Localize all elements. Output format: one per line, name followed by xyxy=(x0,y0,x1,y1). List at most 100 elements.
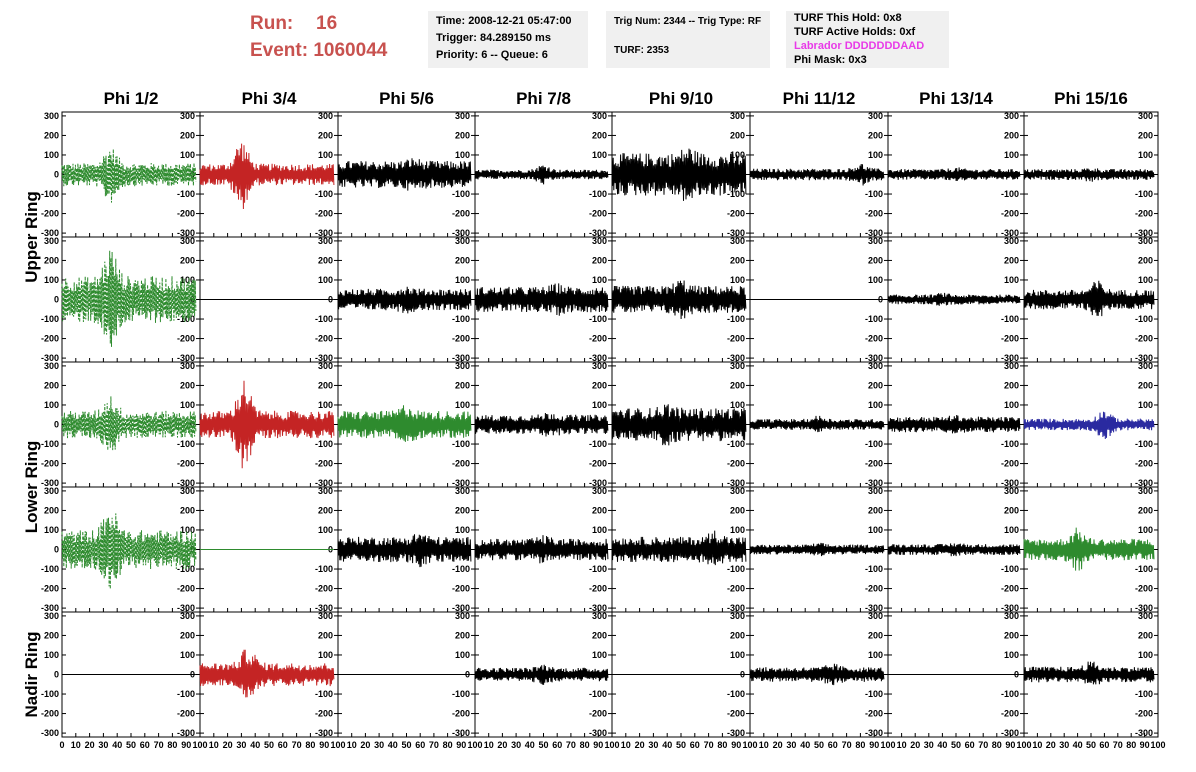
y-tick-label: 100 xyxy=(868,650,883,660)
y-tick-label: -200 xyxy=(315,209,333,219)
y-tick-label: 100 xyxy=(318,650,333,660)
time-text: Time: 2008-12-21 05:47:00 xyxy=(436,15,572,27)
y-tick-label: -200 xyxy=(41,459,59,469)
y-tick-label: 0 xyxy=(190,420,195,430)
y-tick-label: 300 xyxy=(180,236,195,246)
y-tick-label: 200 xyxy=(455,130,470,140)
x-tick-label: 40 xyxy=(1073,740,1083,750)
x-tick-label: 40 xyxy=(937,740,947,750)
x-tick-label: 90 xyxy=(181,740,191,750)
x-tick-label: 50 xyxy=(264,740,274,750)
x-tick-label: 80 xyxy=(1126,740,1136,750)
y-tick-label: -200 xyxy=(177,459,195,469)
y-tick-label: -200 xyxy=(1135,709,1153,719)
y-tick-label: 100 xyxy=(592,400,607,410)
trigger-text: Trigger: 84.289150 ms xyxy=(436,32,551,44)
x-tick-label: 30 xyxy=(374,740,384,750)
y-tick-label: 300 xyxy=(180,111,195,121)
x-tick-label: 50 xyxy=(538,740,548,750)
x-tick-label: 70 xyxy=(566,740,576,750)
y-tick-label: -200 xyxy=(315,584,333,594)
waveform-line xyxy=(474,664,609,685)
y-tick-label: 200 xyxy=(1138,630,1153,640)
y-tick-label: -200 xyxy=(177,709,195,719)
y-tick-label: 300 xyxy=(730,611,745,621)
waveform-line xyxy=(611,148,747,201)
x-tick-label: 100 xyxy=(604,740,619,750)
x-tick-label: 10 xyxy=(209,740,219,750)
x-tick-label: 40 xyxy=(525,740,535,750)
y-tick-label: 300 xyxy=(730,486,745,496)
y-tick-label: -200 xyxy=(865,459,883,469)
y-tick-label: 100 xyxy=(455,400,470,410)
y-tick-label: -100 xyxy=(452,564,470,574)
y-tick-label: 100 xyxy=(455,150,470,160)
y-tick-label: -200 xyxy=(727,584,745,594)
y-tick-label: 200 xyxy=(44,130,59,140)
y-tick-label: -200 xyxy=(41,709,59,719)
column-title: Phi 13/14 xyxy=(919,89,993,108)
x-tick-label: 10 xyxy=(621,740,631,750)
x-tick-label: 70 xyxy=(842,740,852,750)
y-tick-label: -200 xyxy=(41,209,59,219)
y-tick-label: -100 xyxy=(41,564,59,574)
y-tick-label: 300 xyxy=(455,236,470,246)
waveform-line xyxy=(1023,661,1155,685)
y-tick-label: -100 xyxy=(1135,314,1153,324)
y-tick-label: -200 xyxy=(589,209,607,219)
y-tick-label: 300 xyxy=(455,361,470,371)
y-tick-label: -200 xyxy=(727,334,745,344)
y-tick-label: -200 xyxy=(865,709,883,719)
y-tick-label: 200 xyxy=(1138,255,1153,265)
run-label: Run: xyxy=(250,13,294,34)
y-tick-label: 300 xyxy=(180,361,195,371)
y-tick-label: 300 xyxy=(1138,236,1153,246)
x-tick-label: 20 xyxy=(635,740,645,750)
y-tick-label: 300 xyxy=(592,486,607,496)
x-tick-label: 30 xyxy=(511,740,521,750)
y-tick-label: -200 xyxy=(1001,209,1019,219)
x-tick-label: 70 xyxy=(978,740,988,750)
y-tick-label: 100 xyxy=(1004,150,1019,160)
y-tick-label: -100 xyxy=(865,439,883,449)
y-tick-label: 100 xyxy=(868,150,883,160)
y-tick-label: -100 xyxy=(727,689,745,699)
row-title: Upper Ring xyxy=(22,191,41,283)
y-tick-label: 100 xyxy=(44,400,59,410)
x-tick-label: 20 xyxy=(85,740,95,750)
y-tick-label: 200 xyxy=(318,630,333,640)
x-tick-label: 80 xyxy=(305,740,315,750)
waveform-line xyxy=(611,530,747,566)
x-tick-label: 30 xyxy=(98,740,108,750)
y-tick-label: 300 xyxy=(868,611,883,621)
y-tick-label: 0 xyxy=(54,420,59,430)
time-info-box: Time: 2008-12-21 05:47:00 Trigger: 84.28… xyxy=(428,11,588,68)
waveform-line xyxy=(474,412,609,437)
y-tick-label: -200 xyxy=(452,709,470,719)
y-tick-label: 200 xyxy=(318,380,333,390)
y-tick-label: 100 xyxy=(44,650,59,660)
x-tick-label: 0 xyxy=(59,740,64,750)
x-tick-label: 80 xyxy=(580,740,590,750)
y-tick-label: 300 xyxy=(44,111,59,121)
turf-this-hold: TURF This Hold: 0x8 xyxy=(794,12,902,24)
y-tick-label: -100 xyxy=(865,189,883,199)
y-tick-label: -100 xyxy=(1135,564,1153,574)
y-tick-label: 200 xyxy=(180,255,195,265)
y-tick-label: 100 xyxy=(730,400,745,410)
column-title: Phi 5/6 xyxy=(379,89,434,108)
run-value: 16 xyxy=(316,13,338,34)
y-tick-label: 100 xyxy=(455,650,470,660)
y-tick-label: -100 xyxy=(589,564,607,574)
x-tick-label: 10 xyxy=(897,740,907,750)
y-tick-label: 0 xyxy=(54,545,59,555)
x-tick-label: 50 xyxy=(676,740,686,750)
waveform-line xyxy=(1023,411,1155,440)
y-tick-label: -100 xyxy=(865,689,883,699)
y-tick-label: 200 xyxy=(1138,380,1153,390)
y-tick-label: -200 xyxy=(865,334,883,344)
waveform-line xyxy=(887,543,1021,557)
y-tick-label: 300 xyxy=(1004,236,1019,246)
x-tick-label: 80 xyxy=(855,740,865,750)
x-tick-label: 50 xyxy=(814,740,824,750)
